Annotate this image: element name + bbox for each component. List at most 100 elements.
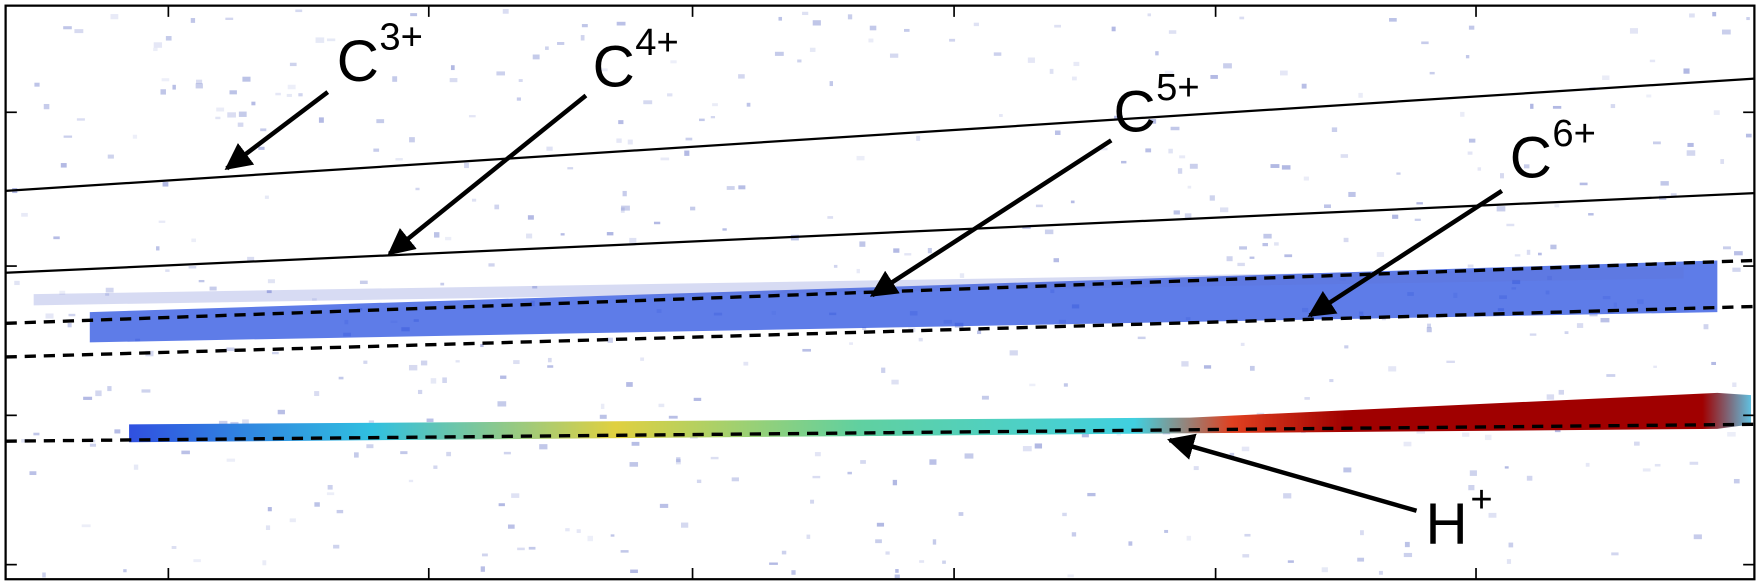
noise-dot [693,397,702,401]
noise-dot [1237,262,1245,267]
noise-dot [1653,141,1661,145]
noise-dot [1646,94,1652,98]
noise-dot [275,92,281,96]
noise-dot [1173,210,1180,215]
noise-dot [1128,541,1133,546]
noise-dot [123,569,127,573]
noise-dot [1323,204,1331,209]
noise-dot [1331,127,1338,132]
noise-dot [802,11,809,16]
noise-dot [1360,530,1364,536]
noise-dot [710,116,716,119]
noise-dot [160,89,166,95]
noise-dot [620,550,629,553]
ticks [5,5,1755,580]
noise-dot [376,119,385,124]
noise-dot [14,280,20,286]
noise-dot [498,503,505,507]
noise-dot [488,263,495,267]
noise-dot [105,287,114,293]
noise-dot [918,337,923,342]
noise-dot [503,451,511,455]
noise-dot [1388,366,1397,372]
noise-dot [1713,110,1720,115]
noise-dot [856,268,860,274]
noise-dot [1514,254,1521,257]
noise-dot [1054,24,1061,28]
noise-dot [354,452,359,458]
noise-dot [643,100,653,105]
noise-dot [1155,51,1159,56]
noise-dot [60,163,67,168]
noise-dot [449,78,458,83]
noise-dot [336,509,344,514]
noise-dot [1209,195,1215,201]
ion-charge: 5+ [1156,66,1200,109]
noise-dot [809,47,816,52]
noise-dot [1239,246,1247,250]
noise-dot [927,247,932,254]
noise-dot [165,269,170,272]
noise-dot [829,81,834,87]
noise-dot [162,182,169,187]
noise-dot [658,403,665,408]
ion-label: C [337,29,379,94]
ion-charge: + [1470,478,1492,521]
noise-dot [1027,57,1035,63]
noise-dot [1732,267,1741,272]
noise-dot [63,135,73,138]
noise-dot [1329,379,1334,383]
noise-dot [847,471,852,475]
noise-dot [1219,207,1229,213]
noise-dot [1321,567,1328,573]
noise-dot [196,79,203,84]
noise-dot [1654,463,1661,467]
noise-dot [1071,76,1077,81]
noise-dot [209,286,217,291]
noise-dot [1340,154,1349,158]
noise-dot [812,475,821,479]
noise-dot [1462,432,1470,437]
noise-dot [53,236,60,240]
noise-dot [314,502,320,507]
noise-dot [1242,554,1250,558]
noise-dot [690,206,696,211]
noise-dot [1703,324,1709,330]
noise-dot [333,544,340,549]
noise-dot [1223,63,1232,69]
noise-dot [172,84,176,90]
noise-dot [480,566,485,572]
noise-dot [434,232,440,238]
noise-dot [738,74,745,79]
noise-dot [368,420,375,423]
noise-dot [778,16,783,21]
noise-dot [932,539,937,545]
noise-dot [1477,167,1482,171]
noise-dot [410,13,418,17]
noise-dot [659,503,669,508]
noise-dot [1304,397,1310,400]
noise-dot [684,150,690,156]
noise-dot [272,351,279,355]
arrows [224,90,1504,513]
noise-dot [400,451,408,455]
noise-dot [812,20,821,26]
noise-dot [133,464,139,470]
noise-dot [964,453,974,459]
noise-dot [34,82,40,87]
noise-dot [1281,165,1291,170]
noise-dot [277,409,285,415]
noise-dot [916,135,921,141]
noise-dot [408,364,418,371]
noise-dot [289,62,297,67]
noise-dot [875,539,882,544]
noise-dot [1727,432,1736,437]
noise-dot [315,37,325,43]
noise-dot [1164,70,1174,76]
noise-dot [1469,470,1477,476]
noise-dot [1693,534,1702,540]
noise-dot [359,280,368,285]
noise-dot [685,137,693,141]
guide-lines [5,77,1755,443]
